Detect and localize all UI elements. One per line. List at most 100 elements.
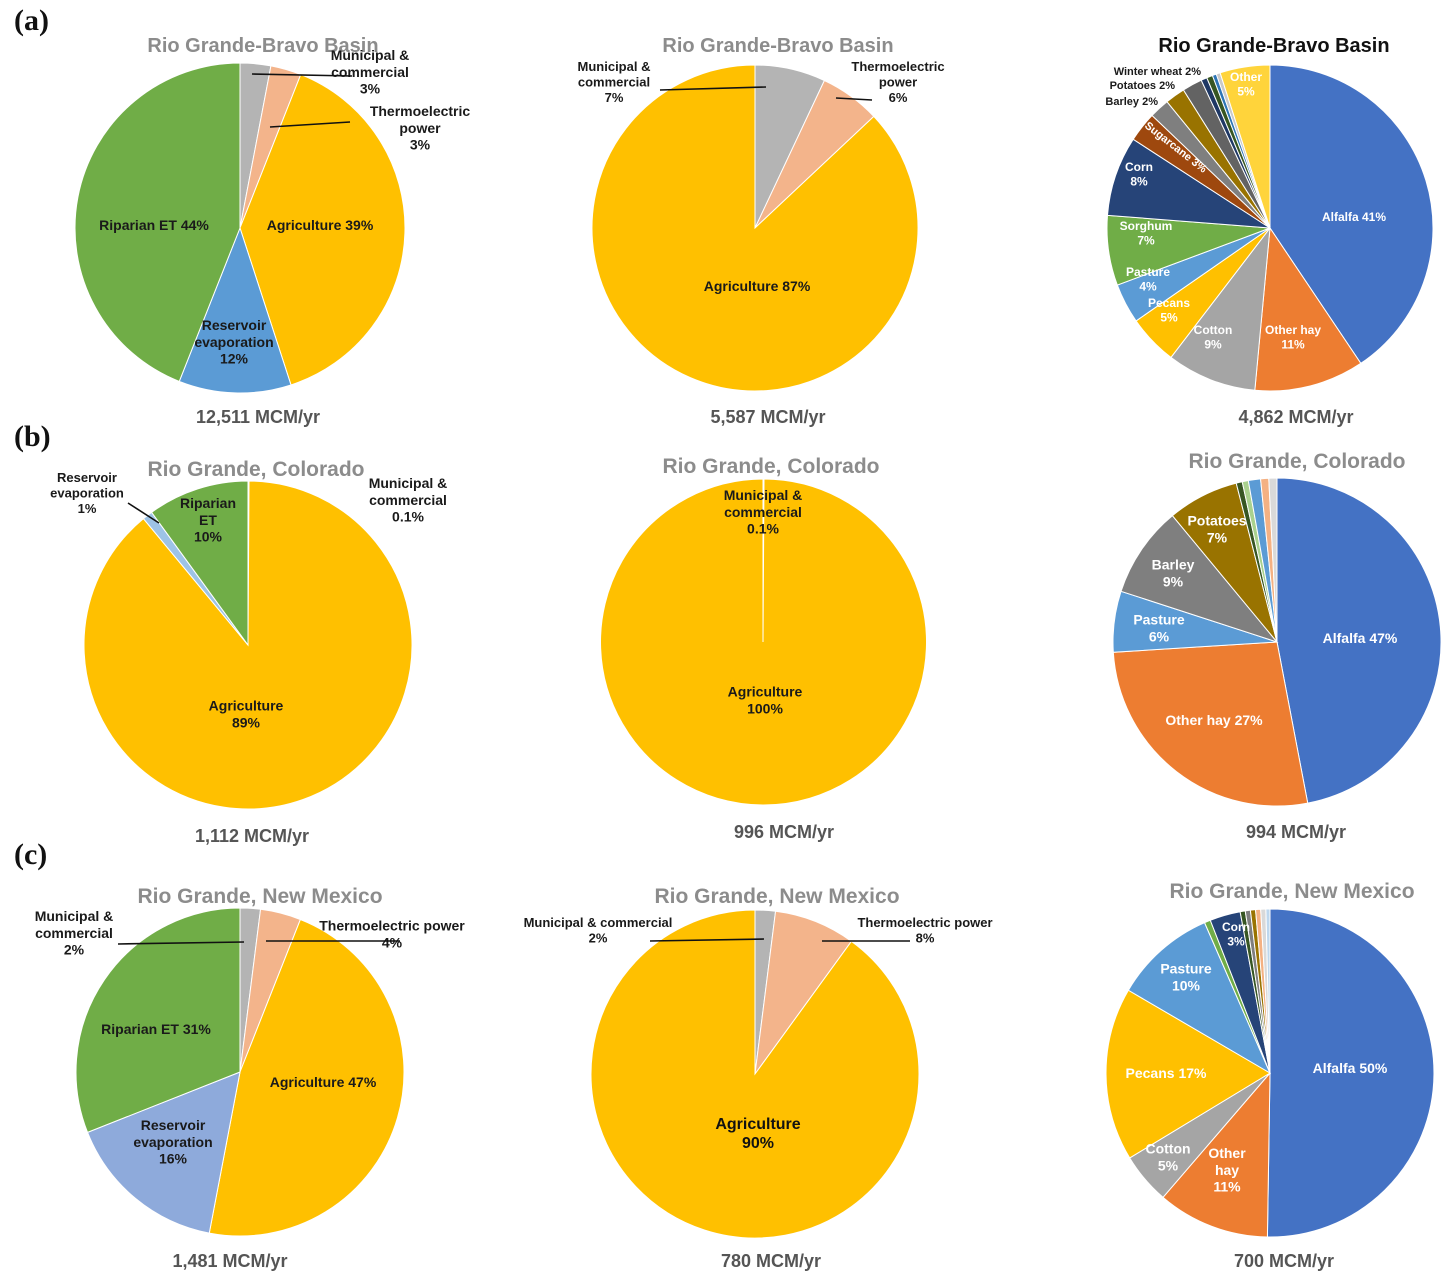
pie-chart-c-crops: Rio Grande, New Mexico Alfalfa 50% Other ha…: [1105, 880, 1435, 1271]
pie-slice-reservoir-evaporation: [178, 226, 292, 394]
slice-label-other-hay: Other hay 27%: [1165, 712, 1263, 728]
chart-title: Rio Grande, Colorado: [1188, 450, 1405, 473]
slice-label-agriculture: Agriculture 39%: [267, 217, 374, 233]
slice-label-potatoes: Potatoes 2%: [1110, 80, 1176, 92]
total-volume-label: 5,587 MCM/yr: [710, 407, 825, 427]
slice-label-municipal-commercial: Municipal & commercial 2%: [524, 915, 673, 946]
pie-slice-reservoir-evaporation: [86, 1071, 241, 1234]
slice-label-other-hay: Other hay 11%: [1265, 323, 1321, 351]
pie-slice-pecans: [1105, 989, 1271, 1159]
slice-label-municipal-commercial: Municipal & commercial 3%: [331, 47, 410, 97]
pie-slice-agriculture: [590, 909, 920, 1239]
pie-slice-riparian-et: [74, 62, 241, 383]
slice-label-reservoir-evaporation: Reservoir evaporation 1%: [50, 470, 124, 516]
slice-label-other: Other 5%: [1230, 70, 1262, 98]
panel-label-a: (a): [14, 4, 49, 37]
chart-title: Rio Grande, New Mexico: [1169, 880, 1414, 903]
total-volume-label: 994 MCM/yr: [1246, 822, 1346, 842]
pie-slice-riparian-et: [150, 480, 249, 647]
slice-label-pecans: Pecans 5%: [1148, 296, 1190, 324]
leader-line-municipal-commercial: [251, 73, 353, 77]
chart-title: Rio Grande, New Mexico: [137, 885, 382, 908]
slice-label-agriculture: Agriculture 100%: [728, 684, 803, 717]
slice-label-agriculture: Agriculture 90%: [715, 1116, 800, 1152]
slice-label-winter-wheat: Winter wheat 2%: [1114, 66, 1202, 78]
total-volume-label: 700 MCM/yr: [1234, 1251, 1334, 1271]
total-volume-label: 996 MCM/yr: [734, 822, 834, 842]
slice-label-alfalfa: Alfalfa 47%: [1323, 630, 1398, 646]
pie-chart-c-total: Rio Grande, New Mexico Municipal & commerc…: [35, 885, 466, 1271]
pie-slice-agriculture: [600, 478, 927, 806]
pie-slice-cotton: [1170, 226, 1271, 391]
pie-slice-pasture: [1127, 921, 1272, 1075]
leader-line-reservoir-evaporation: [127, 502, 160, 524]
pie-slice-alfalfa: [1276, 477, 1442, 804]
slice-label-pasture: Pasture 10%: [1160, 961, 1212, 994]
leader-line-thermoelectric-power: [835, 97, 873, 101]
pie-chart-a-crops: Rio Grande-Bravo Basin Alfalfa 41% Other h…: [1105, 35, 1434, 427]
slice-label-municipal-commercial: Municipal & commercial 7%: [578, 59, 651, 105]
total-volume-label: 4,862 MCM/yr: [1238, 407, 1353, 427]
slice-label-alfalfa: Alfalfa 41%: [1322, 210, 1386, 224]
pie-chart-c-anthropogenic: Rio Grande, New Mexico Municipal & commer…: [524, 885, 993, 1271]
pie-chart-b-anthropogenic: Rio Grande, Colorado Municipal & commercia…: [600, 455, 927, 842]
pie-chart-a-anthropogenic: Rio Grande-Bravo Basin Municipal & commerc…: [578, 35, 945, 427]
slice-label-municipal-commercial: Municipal & commercial 0.1%: [369, 475, 448, 525]
slice-label-alfalfa: Alfalfa 50%: [1313, 1060, 1388, 1076]
chart-title: Rio Grande, Colorado: [147, 458, 364, 481]
pie-slice-other: [1219, 64, 1271, 229]
slice-label-riparian-et: Riparian ET 31%: [101, 1021, 211, 1037]
slice-label-thermoelectric-power: Thermoelectric power 8%: [857, 915, 992, 946]
pie-slice-other-hay: [1162, 1071, 1271, 1238]
leader-line-thermoelectric-power: [269, 121, 351, 128]
slice-label-municipal-commercial: Municipal & commercial 2%: [35, 908, 114, 958]
pie-slice-agriculture: [208, 918, 405, 1237]
slice-label-riparian-et: Riparian ET 44%: [99, 217, 209, 233]
pie-slice-minor-7: [1265, 908, 1271, 1074]
pie-slice-barley: [1120, 514, 1279, 644]
total-volume-label: 780 MCM/yr: [721, 1251, 821, 1271]
chart-title: Rio Grande, New Mexico: [654, 885, 899, 908]
panel-label-c: (c): [14, 838, 48, 871]
pie-slice-alfalfa: [1266, 908, 1435, 1238]
slice-label-agriculture: Agriculture 87%: [704, 278, 811, 294]
slice-label-agriculture: Agriculture 89%: [209, 698, 284, 731]
slice-label-thermoelectric-power: Thermoelectric power 3%: [370, 103, 471, 153]
slice-label-pecans: Pecans 17%: [1126, 1065, 1207, 1081]
slice-label-municipal-commercial: Municipal & commercial 0.1%: [724, 487, 803, 537]
chart-title: Rio Grande-Bravo Basin: [1158, 35, 1389, 57]
pie-slice-other-hay: [1112, 641, 1309, 807]
total-volume-label: 1,481 MCM/yr: [172, 1251, 287, 1271]
slice-label-cotton: Cotton 9%: [1194, 323, 1233, 351]
slice-label-cotton: Cotton 5%: [1145, 1141, 1190, 1174]
slice-label-corn: Corn 3%: [1222, 920, 1250, 948]
slice-label-other-hay: Other hay 11%: [1208, 1145, 1246, 1195]
slice-label-agriculture: Agriculture 47%: [270, 1074, 377, 1090]
total-volume-label: 1,112 MCM/yr: [195, 826, 309, 846]
slice-label-thermoelectric-power: Thermoelectric power 6%: [851, 59, 944, 105]
pie-slice-minor-5: [1268, 477, 1278, 643]
chart-title: Rio Grande-Bravo Basin: [662, 35, 893, 57]
slice-label-barley: Barley 2%: [1105, 96, 1158, 108]
slice-label-potatoes: Potatoes 7%: [1187, 513, 1246, 546]
slice-label-reservoir-evaporation: Reservoir evaporation 16%: [133, 1117, 212, 1167]
slice-label-riparian-et: Riparian ET 10%: [180, 495, 236, 545]
pie-slice-agriculture: [239, 73, 406, 386]
chart-title: Rio Grande-Bravo Basin: [147, 35, 378, 57]
pie-slice-agriculture: [591, 64, 919, 392]
pie-slice-riparian-et: [75, 907, 241, 1134]
slice-label-pasture: Pasture 6%: [1133, 612, 1185, 645]
leader-line-municipal-commercial: [117, 941, 245, 945]
slice-label-pasture: Pasture 4%: [1126, 265, 1170, 293]
pie-slice-alfalfa: [1269, 64, 1434, 365]
leader-line-municipal-commercial: [659, 86, 767, 91]
slice-label-reservoir-evaporation: Reservoir evaporation 12%: [194, 317, 273, 367]
total-volume-label: 12,511 MCM/yr: [196, 407, 320, 427]
slice-label-thermoelectric-power: Thermoelectric power 4%: [319, 918, 465, 951]
slice-label-sorghum: Sorghum 7%: [1120, 219, 1173, 247]
chart-title: Rio Grande, Colorado: [662, 455, 879, 478]
